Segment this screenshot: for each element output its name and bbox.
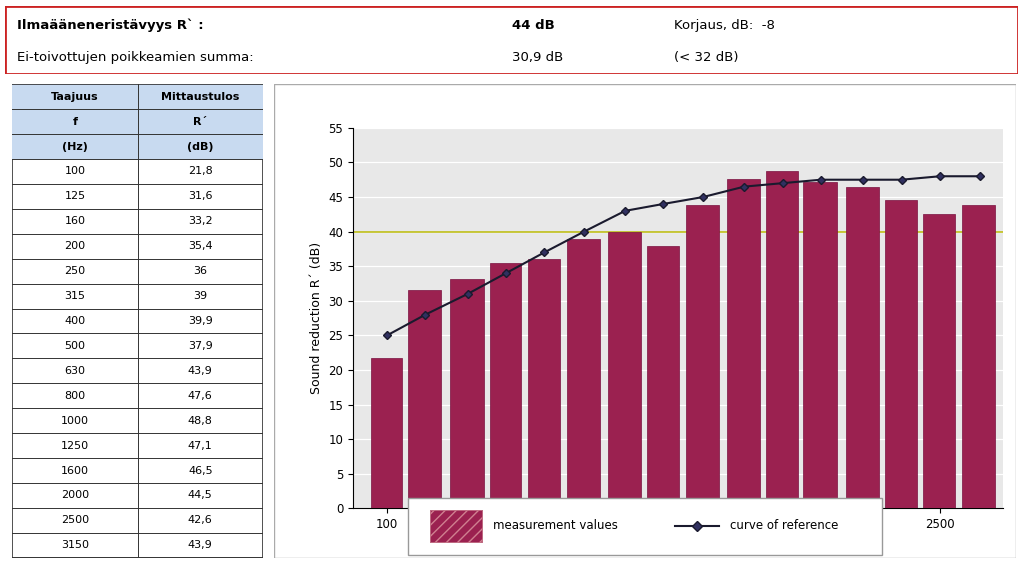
Text: 315: 315 bbox=[64, 291, 86, 301]
Bar bbox=[885, 200, 917, 508]
Text: 42,6: 42,6 bbox=[188, 515, 213, 525]
Text: 21,8: 21,8 bbox=[188, 167, 213, 177]
Text: 2500: 2500 bbox=[61, 515, 89, 525]
Text: (< 32 dB): (< 32 dB) bbox=[673, 51, 738, 64]
Text: 35,4: 35,4 bbox=[188, 241, 213, 251]
Bar bbox=[490, 263, 521, 508]
Text: 3150: 3150 bbox=[61, 540, 89, 550]
Text: Korjaus, dB:  -8: Korjaus, dB: -8 bbox=[673, 19, 774, 31]
Y-axis label: Sound reduction R´ (dB): Sound reduction R´ (dB) bbox=[310, 242, 323, 394]
Text: 46,5: 46,5 bbox=[188, 465, 213, 475]
Text: 37,9: 37,9 bbox=[188, 341, 213, 351]
Bar bbox=[727, 179, 760, 508]
Bar bbox=[430, 510, 482, 541]
Text: 43,9: 43,9 bbox=[188, 540, 213, 550]
Text: f: f bbox=[73, 117, 78, 127]
Text: 160: 160 bbox=[64, 216, 86, 227]
Text: (Hz): (Hz) bbox=[62, 142, 88, 152]
Bar bbox=[567, 239, 599, 508]
Text: 31,6: 31,6 bbox=[188, 191, 213, 202]
Text: 30,9 dB: 30,9 dB bbox=[512, 51, 563, 64]
Text: 1000: 1000 bbox=[61, 415, 89, 426]
FancyBboxPatch shape bbox=[5, 6, 1018, 74]
Bar bbox=[12, 134, 263, 159]
Bar bbox=[12, 109, 263, 134]
Text: 100: 100 bbox=[64, 167, 86, 177]
Bar bbox=[963, 205, 995, 508]
Text: 48,8: 48,8 bbox=[188, 415, 213, 426]
Bar bbox=[430, 510, 482, 541]
Bar bbox=[647, 246, 679, 508]
Text: 1250: 1250 bbox=[61, 440, 89, 451]
Bar bbox=[450, 279, 484, 508]
Text: 47,6: 47,6 bbox=[188, 391, 213, 401]
Text: R´: R´ bbox=[193, 117, 208, 127]
Text: 800: 800 bbox=[64, 391, 86, 401]
Text: Mittaustulos: Mittaustulos bbox=[161, 92, 239, 102]
Bar bbox=[803, 182, 837, 508]
X-axis label: Frequency (Hz): Frequency (Hz) bbox=[619, 537, 737, 551]
Text: 43,9: 43,9 bbox=[188, 366, 213, 376]
Bar bbox=[766, 171, 798, 508]
Text: measurement values: measurement values bbox=[493, 519, 618, 532]
Text: 630: 630 bbox=[64, 366, 86, 376]
Text: 250: 250 bbox=[64, 266, 86, 276]
Text: 39,9: 39,9 bbox=[188, 316, 213, 326]
Bar bbox=[685, 205, 719, 508]
Bar bbox=[370, 357, 402, 508]
Text: 500: 500 bbox=[64, 341, 86, 351]
Text: 125: 125 bbox=[64, 191, 86, 202]
FancyBboxPatch shape bbox=[408, 498, 882, 554]
Bar bbox=[608, 232, 640, 508]
Text: 1600: 1600 bbox=[61, 465, 89, 475]
Bar bbox=[12, 84, 263, 109]
Text: (dB): (dB) bbox=[187, 142, 214, 152]
Bar bbox=[846, 187, 879, 508]
Text: Taajuus: Taajuus bbox=[51, 92, 99, 102]
Text: 36: 36 bbox=[193, 266, 208, 276]
Text: 44 dB: 44 dB bbox=[512, 19, 554, 31]
Text: 44,5: 44,5 bbox=[188, 490, 213, 500]
Text: 47,1: 47,1 bbox=[188, 440, 213, 451]
Text: Ilmaääneneristävyys R` :: Ilmaääneneristävyys R` : bbox=[17, 18, 204, 32]
Text: 200: 200 bbox=[64, 241, 86, 251]
Text: 2000: 2000 bbox=[61, 490, 89, 500]
Bar bbox=[408, 290, 441, 508]
Bar bbox=[528, 259, 560, 508]
Bar bbox=[923, 214, 955, 508]
Text: 33,2: 33,2 bbox=[188, 216, 213, 227]
Text: Ei-toivottujen poikkeamien summa:: Ei-toivottujen poikkeamien summa: bbox=[17, 51, 254, 64]
Text: 39: 39 bbox=[193, 291, 208, 301]
Text: 400: 400 bbox=[64, 316, 86, 326]
Text: curve of reference: curve of reference bbox=[730, 519, 839, 532]
